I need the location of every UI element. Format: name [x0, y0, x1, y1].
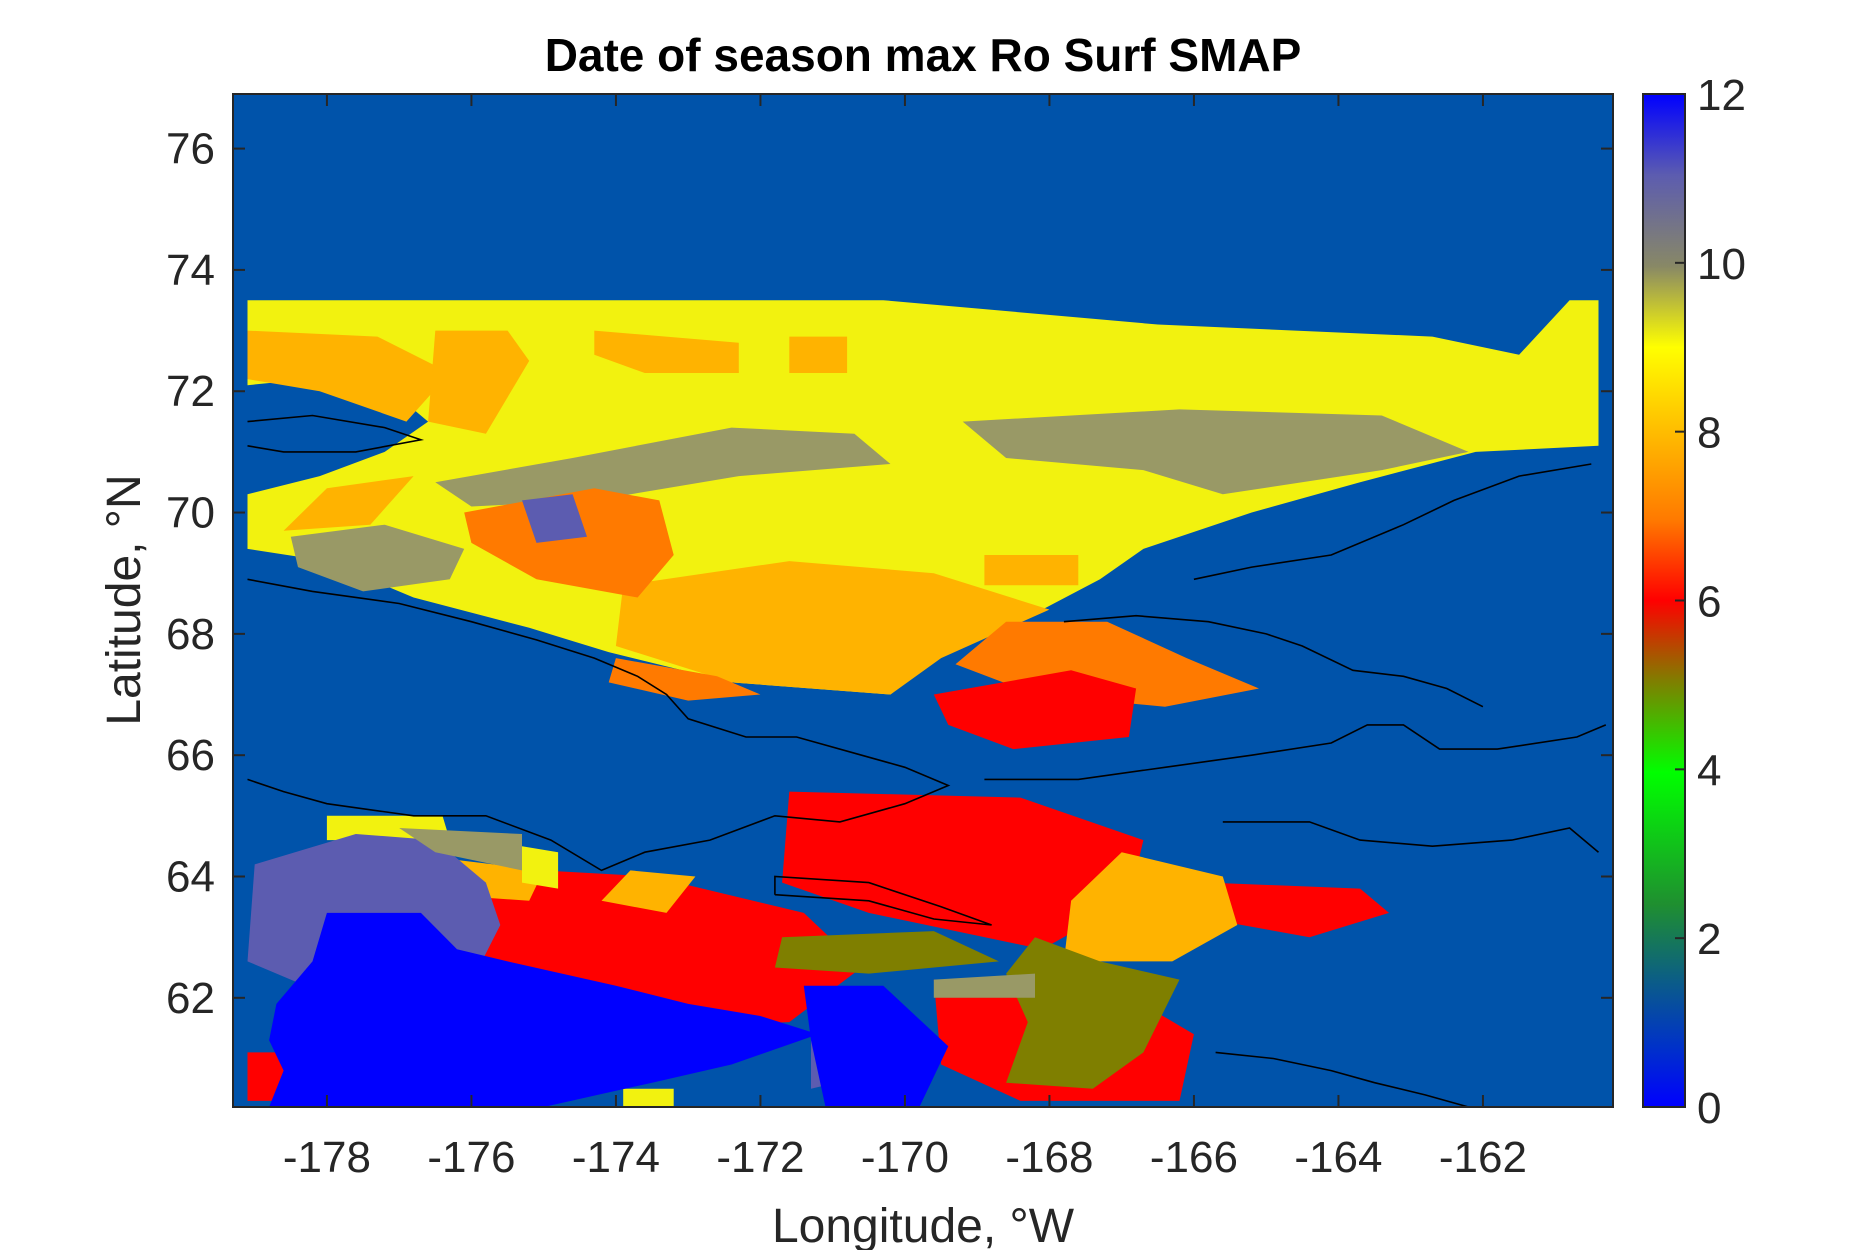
region-34 — [803, 985, 949, 1107]
region-7 — [984, 555, 1079, 586]
x-tick-label: -178 — [283, 1133, 371, 1182]
y-tick-label: 72 — [166, 367, 215, 416]
x-tick-label: -176 — [427, 1133, 515, 1182]
region-2 — [428, 330, 530, 434]
region-9 — [435, 427, 891, 507]
region-14 — [522, 494, 587, 543]
region-12 — [608, 658, 761, 701]
coastline-3 — [984, 724, 1607, 781]
colorbar-tick-label: 8 — [1697, 409, 1721, 458]
x-axis-label: Longitude, °W — [772, 1200, 1075, 1250]
x-tick-label: -168 — [1005, 1133, 1093, 1182]
coastline-6 — [1222, 821, 1600, 853]
data-regions — [247, 300, 1599, 1107]
region-20 — [1208, 882, 1389, 938]
coastlines — [247, 414, 1607, 1107]
x-tick-label: -170 — [861, 1133, 949, 1182]
region-10 — [290, 524, 465, 592]
region-23 — [601, 870, 696, 913]
y-tick-label: 74 — [166, 246, 215, 295]
coastline-7 — [1215, 1051, 1469, 1107]
y-tick-label: 64 — [166, 852, 215, 901]
y-tick-label: 66 — [166, 731, 215, 780]
x-tick-label: -166 — [1150, 1133, 1238, 1182]
colorbar-tick-label: 2 — [1697, 915, 1721, 964]
coastline-1 — [247, 578, 951, 872]
x-tick-label: -172 — [716, 1133, 804, 1182]
region-0 — [247, 300, 1599, 695]
coastline-4 — [1063, 614, 1484, 708]
region-24 — [1006, 937, 1180, 1089]
colorbar-ticks: 0 2 4 6 8 10 12 — [1675, 71, 1746, 1133]
coastline-5 — [1193, 463, 1592, 581]
region-3 — [594, 330, 739, 373]
x-tick-label: -162 — [1439, 1133, 1527, 1182]
x-axis: -178 -176 -174 -172 -170 -168 -166 -164 -162 — [283, 94, 1527, 1182]
coastline-2 — [774, 875, 992, 926]
region-21 — [1063, 852, 1238, 962]
region-25 — [774, 931, 999, 974]
region-27 — [522, 846, 559, 889]
y-tick-label: 70 — [166, 489, 215, 538]
region-1 — [247, 330, 450, 422]
colorbar-tick-label: 6 — [1697, 578, 1721, 627]
plot-frame — [232, 93, 1614, 1108]
x-tick-label: -164 — [1294, 1133, 1382, 1182]
region-33 — [269, 912, 819, 1107]
y-tick-label: 62 — [166, 974, 215, 1023]
region-28 — [623, 1088, 674, 1107]
colorbar-tick-label: 0 — [1697, 1084, 1721, 1133]
chart-title: Date of season max Ro Surf SMAP — [545, 29, 1302, 81]
y-axis: 62 64 66 68 70 72 74 76 — [166, 125, 1613, 1023]
region-31 — [933, 973, 1035, 998]
colorbar-tick-label: 10 — [1697, 240, 1746, 289]
region-8 — [962, 409, 1469, 495]
y-axis-label: Latitude, °N — [98, 474, 151, 725]
y-tick-label: 68 — [166, 610, 215, 659]
region-15 — [933, 670, 1137, 750]
y-tick-label: 76 — [166, 125, 215, 174]
region-4 — [789, 336, 848, 373]
x-tick-label: -174 — [572, 1133, 660, 1182]
region-16 — [782, 791, 1144, 950]
colorbar-tick-label: 4 — [1697, 746, 1721, 795]
region-5 — [283, 476, 414, 531]
colorbar-tick-label: 12 — [1697, 71, 1746, 120]
coastline-0 — [247, 414, 425, 453]
region-11 — [464, 488, 674, 598]
region-6 — [615, 561, 1050, 695]
region-32 — [399, 828, 522, 871]
